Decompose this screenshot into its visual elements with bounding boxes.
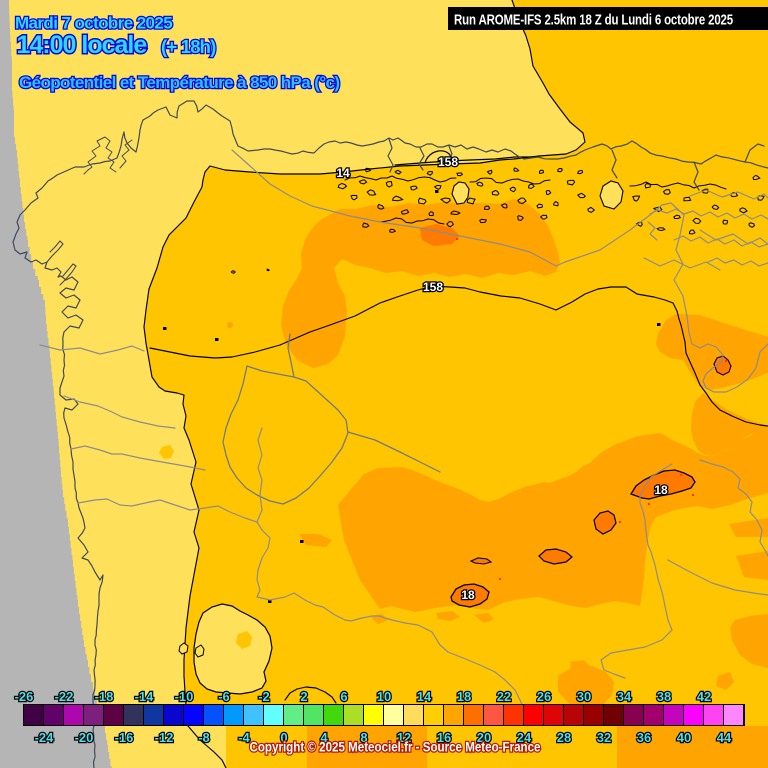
svg-text:10: 10 <box>377 689 391 704</box>
svg-text:0: 0 <box>280 730 287 745</box>
svg-text:26: 26 <box>537 689 551 704</box>
svg-text:32: 32 <box>597 730 611 745</box>
svg-text:20: 20 <box>477 730 491 745</box>
svg-text:Run AROME-IFS 2.5km 18 Z du Lu: Run AROME-IFS 2.5km 18 Z du Lundi 6 octo… <box>454 12 733 29</box>
svg-text:40: 40 <box>677 730 691 745</box>
svg-text:-18: -18 <box>95 689 114 704</box>
svg-text:Géopotentiel et Température à: Géopotentiel et Température à 850 hPa (°… <box>19 73 339 92</box>
svg-text:18: 18 <box>457 689 471 704</box>
svg-text:14: 14 <box>336 166 350 180</box>
svg-text:36: 36 <box>637 730 651 745</box>
svg-text:16: 16 <box>437 730 451 745</box>
svg-text:42: 42 <box>697 689 711 704</box>
svg-text:14: 14 <box>417 689 432 704</box>
svg-text:44: 44 <box>717 730 732 745</box>
svg-text:12: 12 <box>397 730 411 745</box>
svg-text:24: 24 <box>517 730 532 745</box>
svg-text:2: 2 <box>300 689 307 704</box>
svg-text:158: 158 <box>438 155 458 169</box>
svg-text:(+ 18h): (+ 18h) <box>161 36 216 57</box>
svg-text:-2: -2 <box>258 689 270 704</box>
svg-text:-26: -26 <box>15 689 34 704</box>
svg-text:-6: -6 <box>218 689 230 704</box>
svg-text:22: 22 <box>497 689 511 704</box>
svg-text:18: 18 <box>654 483 668 497</box>
svg-text:-24: -24 <box>35 730 55 745</box>
svg-text:Mardi 7 octobre 2025: Mardi 7 octobre 2025 <box>15 14 172 33</box>
svg-text:-20: -20 <box>75 730 94 745</box>
svg-text:-12: -12 <box>155 730 174 745</box>
svg-text:6: 6 <box>340 689 347 704</box>
svg-text:158: 158 <box>423 280 443 294</box>
svg-text:-4: -4 <box>238 730 250 745</box>
svg-text:-16: -16 <box>115 730 134 745</box>
svg-text:14:00 locale: 14:00 locale <box>17 31 148 59</box>
svg-text:38: 38 <box>657 689 671 704</box>
svg-text:8: 8 <box>360 730 367 745</box>
svg-text:Copyright © 2025 Meteociel.fr: Copyright © 2025 Meteociel.fr - Source M… <box>250 740 541 755</box>
svg-text:-14: -14 <box>135 689 155 704</box>
svg-text:-10: -10 <box>175 689 194 704</box>
svg-text:-8: -8 <box>198 730 210 745</box>
svg-text:34: 34 <box>617 689 632 704</box>
svg-text:4: 4 <box>320 730 328 745</box>
svg-text:30: 30 <box>577 689 591 704</box>
svg-text:18: 18 <box>461 588 475 602</box>
svg-text:-22: -22 <box>55 689 74 704</box>
svg-text:28: 28 <box>557 730 571 745</box>
